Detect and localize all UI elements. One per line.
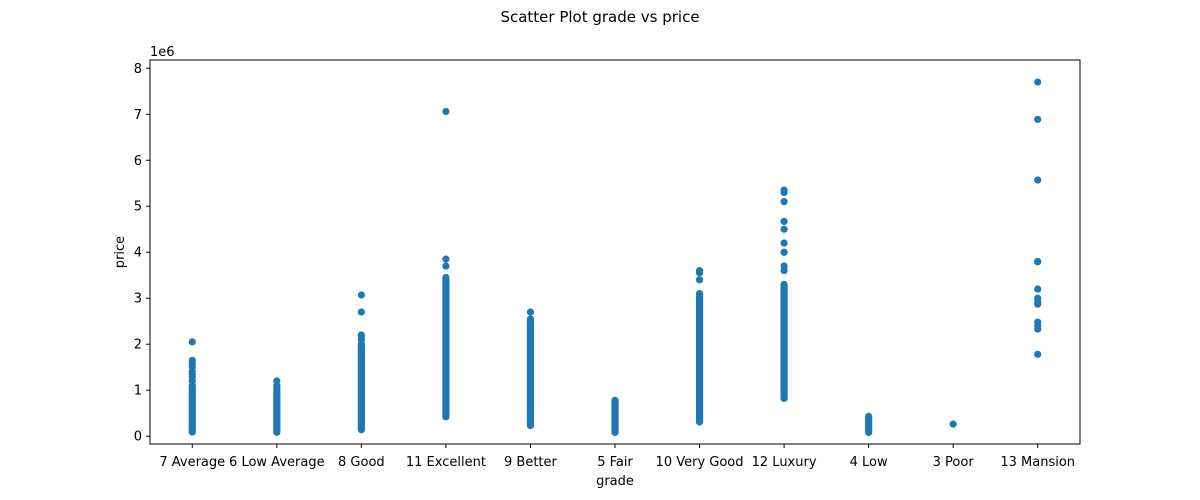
chart-title: Scatter Plot grade vs price [500,8,699,26]
x-tick-label: 10 Very Good [656,455,744,470]
y-tick-label: 5 [134,200,142,215]
y-tick-label: 7 [134,108,142,123]
data-point [780,186,788,194]
data-point [1034,115,1042,123]
data-point [1034,176,1042,184]
data-point [1034,257,1042,266]
data-point [1034,285,1042,293]
x-tick-label: 6 Low Average [229,455,325,470]
data-point [695,276,704,284]
data-point [442,262,450,270]
data-point [188,356,196,364]
y-tick-label: 0 [134,430,142,445]
data-point [1034,78,1042,86]
x-tick-label: 9 Better [504,455,558,470]
x-tick-label: 8 Good [338,455,385,470]
y-tick-label: 3 [134,292,142,307]
axes-frame [149,59,1081,445]
points-layer [188,78,1042,437]
y-axis: 0 1 2 3 4 5 6 7 8 [134,62,150,445]
data-point [780,217,788,226]
data-point [273,377,281,385]
data-point [442,107,450,116]
data-point [357,308,365,316]
y-tick-label: 4 [134,246,142,261]
data-point [949,420,957,428]
data-point [780,239,788,247]
data-point [526,308,535,316]
x-tick-label: 3 Poor [933,455,975,470]
y-axis-label: price [113,236,128,268]
x-tick-label: 12 Luxury [752,455,817,470]
data-point [780,248,788,256]
data-point [357,331,365,339]
x-tick-label: 4 Low [850,455,888,470]
x-tick-label: 7 Average [159,455,225,470]
data-point [357,291,365,299]
x-axis-label: grade [596,474,634,489]
data-point [780,262,788,270]
y-tick-label: 8 [134,62,142,77]
x-tick-label: 5 Fair [597,455,633,470]
data-point [780,225,788,233]
y-tick-label: 2 [134,338,142,353]
data-point [1034,318,1042,326]
y-tick-label: 1 [134,384,142,399]
data-point [695,267,704,275]
data-point [1034,350,1042,358]
x-tick-label: 13 Mansion [1000,455,1075,470]
data-point [1034,294,1042,302]
y-axis-offset-label: 1e6 [150,45,175,60]
y-tick-label: 6 [134,154,142,169]
data-point [780,198,788,206]
data-point [188,338,196,346]
x-tick-label: 11 Excellent [406,455,486,470]
x-axis: 7 Average 6 Low Average 8 Good 11 Excellent… [159,444,1075,470]
data-point [442,255,450,263]
